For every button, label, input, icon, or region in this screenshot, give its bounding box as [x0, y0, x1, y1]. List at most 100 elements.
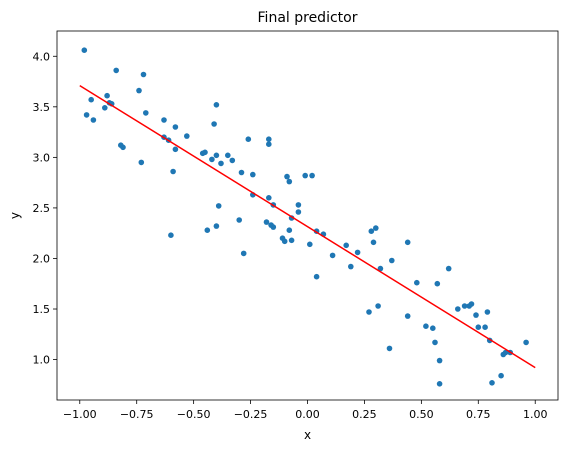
scatter-points	[81, 47, 529, 387]
y-tick-label: 2.5	[33, 202, 51, 215]
data-point	[404, 313, 411, 319]
data-point	[377, 265, 384, 272]
y-tick-label: 3.0	[33, 151, 51, 164]
data-point	[430, 325, 436, 332]
data-point	[461, 303, 468, 309]
x-tick-label: 0.25	[352, 408, 377, 421]
data-point	[138, 159, 145, 166]
x-axis-label: x	[304, 428, 311, 442]
data-point	[307, 241, 313, 248]
data-point	[498, 372, 504, 379]
x-tick-label: −0.75	[120, 408, 154, 421]
data-point	[161, 117, 167, 123]
data-point	[172, 124, 179, 130]
x-tick-label: −0.50	[177, 408, 211, 421]
data-point	[209, 156, 215, 163]
data-point	[266, 195, 272, 201]
data-point	[270, 224, 277, 230]
data-point	[213, 223, 220, 229]
data-point	[81, 47, 88, 53]
data-point	[348, 263, 354, 270]
data-point	[423, 323, 429, 330]
y-tick-label: 1.0	[33, 354, 51, 367]
data-point	[329, 252, 336, 259]
data-point	[436, 357, 443, 364]
data-point	[172, 146, 179, 153]
data-point	[445, 265, 452, 272]
data-point	[238, 169, 245, 176]
x-tick-label: −1.00	[63, 408, 97, 421]
data-point	[104, 92, 110, 99]
y-tick-label: 1.5	[33, 303, 51, 316]
data-point	[240, 250, 247, 257]
data-point	[375, 303, 381, 309]
data-point	[236, 217, 242, 223]
data-point	[284, 173, 290, 180]
data-point	[266, 136, 272, 142]
data-point	[202, 149, 208, 156]
data-point	[414, 279, 420, 286]
data-point	[489, 380, 495, 386]
data-point	[523, 339, 529, 346]
y-tick-label: 4.0	[33, 50, 51, 63]
data-point	[250, 171, 256, 178]
data-point	[370, 239, 377, 246]
data-point	[168, 232, 174, 238]
data-point	[313, 273, 320, 280]
plot-area	[57, 31, 558, 400]
data-point	[473, 312, 479, 318]
data-point	[286, 227, 293, 233]
data-point	[455, 306, 461, 312]
data-point	[302, 172, 309, 179]
data-point	[102, 105, 108, 111]
axes: −1.00 −0.75 −0.50 −0.25 0.00 0.25 0.50 0.75 1.00…	[33, 30, 559, 421]
data-point	[482, 324, 488, 331]
data-point	[286, 178, 293, 185]
data-point	[389, 257, 395, 264]
y-tick-label: 3.5	[33, 101, 51, 114]
data-point	[140, 71, 147, 78]
data-point	[215, 203, 222, 209]
data-point	[475, 324, 482, 331]
data-point	[432, 339, 438, 346]
data-point	[266, 141, 272, 147]
data-point	[245, 136, 252, 142]
data-point	[354, 249, 361, 256]
data-point	[468, 301, 475, 307]
data-point	[88, 96, 94, 103]
data-point	[113, 67, 119, 74]
x-tick-label: 0.00	[295, 408, 320, 421]
data-point	[343, 242, 350, 249]
data-point	[366, 309, 372, 315]
fit-line-layer	[79, 84, 536, 369]
data-point	[229, 157, 236, 164]
data-point	[309, 172, 315, 179]
data-point	[281, 238, 288, 245]
fit-line	[79, 84, 536, 369]
x-tick-label: −0.25	[234, 408, 268, 421]
x-tick-label: 0.75	[466, 408, 491, 421]
data-point	[225, 152, 231, 159]
data-point	[263, 219, 270, 225]
y-tick-label: 2.0	[33, 252, 51, 265]
data-point	[204, 227, 211, 233]
data-point	[368, 228, 375, 234]
data-point	[136, 87, 142, 94]
data-point	[295, 209, 302, 215]
data-point	[404, 239, 411, 246]
data-point	[213, 102, 220, 108]
data-point	[373, 225, 379, 231]
chart-title: Final predictor	[258, 10, 358, 26]
data-point	[218, 160, 224, 167]
data-point	[484, 309, 491, 315]
data-point	[295, 202, 302, 208]
data-point	[211, 121, 217, 127]
data-point	[143, 110, 149, 116]
data-point	[170, 168, 176, 175]
data-point	[288, 237, 295, 244]
data-point	[120, 144, 126, 151]
x-tick-label: 1.00	[523, 408, 548, 421]
data-point	[184, 133, 190, 139]
data-point	[90, 117, 97, 123]
